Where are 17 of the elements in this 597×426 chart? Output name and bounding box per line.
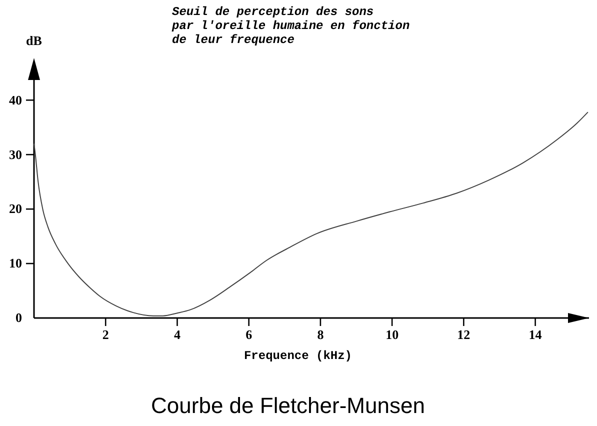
y-tick-label: 30 <box>9 146 22 162</box>
x-axis-title: Frequence (kHz) <box>244 349 352 363</box>
y-tick-label: 40 <box>9 92 22 108</box>
y-axis-title: dB <box>26 33 42 48</box>
x-tick-label: 10 <box>386 327 399 342</box>
chart-subtitle: Seuil de perception des sons par l'oreille humaine en fonction de leur frequence <box>171 5 410 47</box>
y-tick-label: 10 <box>9 256 22 271</box>
x-tick-label: 6 <box>246 327 253 342</box>
x-tick-label: 12 <box>457 327 470 342</box>
x-tick-label: 8 <box>317 327 324 342</box>
x-tick-label: 4 <box>174 327 181 342</box>
y-tick-label: 20 <box>9 201 22 216</box>
x-tick-label: 2 <box>102 327 109 342</box>
x-tick-label: 14 <box>528 327 542 342</box>
y-tick-label: 0 <box>16 310 22 326</box>
line-series <box>34 112 588 316</box>
text: Courbe de Fletcher-Munsen <box>151 393 425 418</box>
